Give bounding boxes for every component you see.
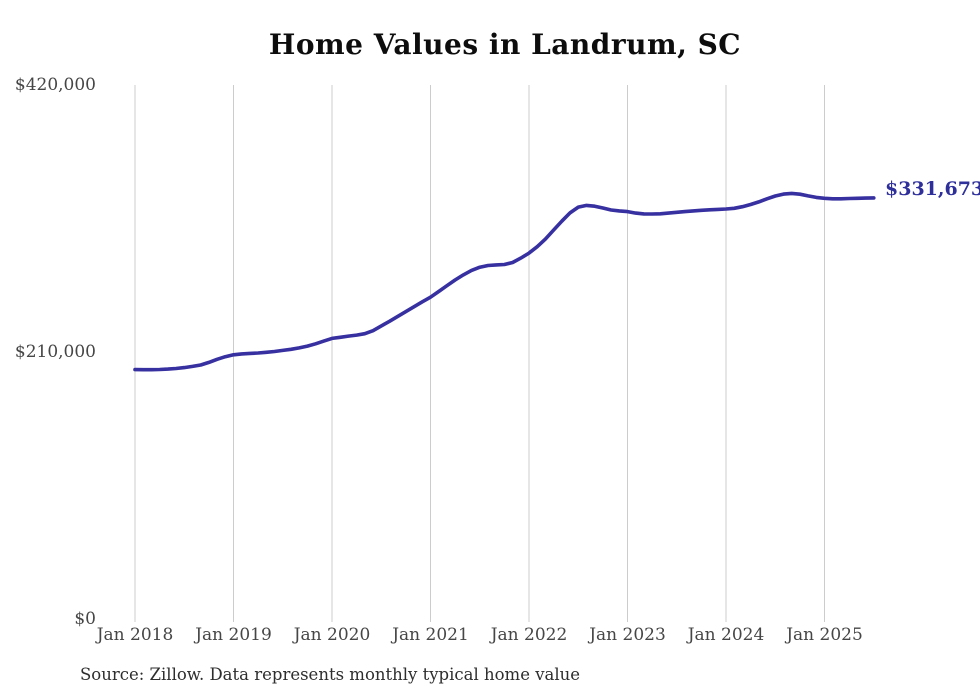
- x-axis-tick-label-2025: Jan 2025: [786, 625, 863, 645]
- source-attribution-note: Source: Zillow. Data represents monthly …: [80, 665, 581, 684]
- x-axis-tick-label-2020: Jan 2020: [293, 625, 371, 645]
- y-axis-tick-label-0: $0: [74, 609, 96, 629]
- y-axis-tick-label-210000: $210,000: [14, 342, 96, 362]
- x-axis-tick-label-2021: Jan 2021: [392, 625, 469, 645]
- latest-value-label: $331,673: [885, 178, 980, 200]
- y-axis-tick-label-420000: $420,000: [14, 75, 96, 95]
- x-axis-tick-label-2024: Jan 2024: [687, 625, 765, 645]
- x-axis-tick-label-2018: Jan 2018: [96, 625, 174, 645]
- home-value-series-line: [133, 191, 876, 372]
- x-axis-tick-label-2022: Jan 2022: [490, 625, 568, 645]
- x-axis-tick-label-2019: Jan 2019: [195, 625, 272, 645]
- x-axis-tick-label-2023: Jan 2023: [589, 625, 666, 645]
- chart-title: Home Values in Landrum, SC: [268, 28, 742, 61]
